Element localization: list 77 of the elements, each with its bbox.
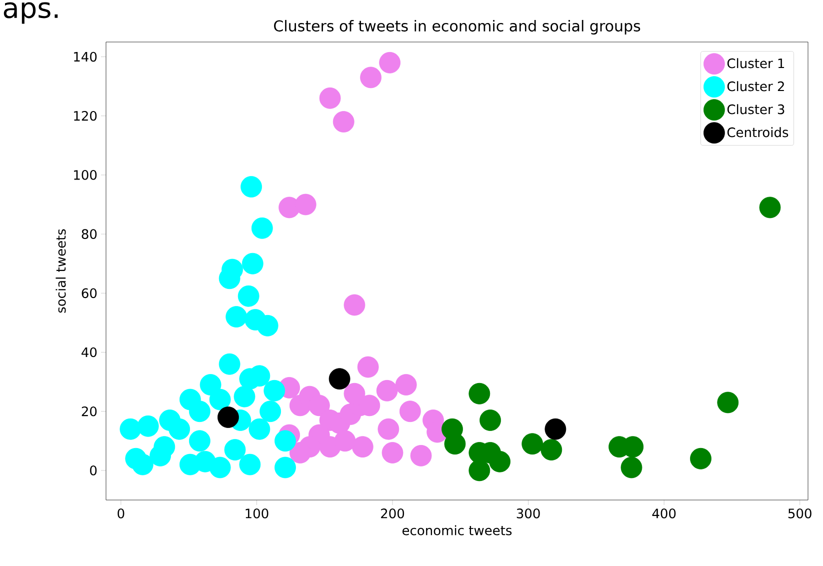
point [544,418,566,440]
point [620,456,642,478]
x-tick-label: 500 [788,508,812,518]
point [352,436,374,458]
point [334,430,356,452]
legend-label: Centroids [727,127,788,138]
point [224,439,246,460]
point [690,448,712,470]
y-axis-title: social tweets [56,229,66,313]
point [256,314,278,336]
point [218,406,239,428]
point [209,388,231,410]
y-tick-label: 100 [74,170,97,180]
point [540,439,562,460]
point [308,394,330,416]
x-axis-title: economic tweets [402,525,512,536]
point [251,217,273,239]
x-tick-label: 200 [381,508,404,518]
point [378,418,400,440]
point [344,382,366,404]
x-tick-label: 100 [246,508,268,518]
point [480,410,501,431]
point [294,194,316,216]
point [234,386,256,408]
point [319,87,341,109]
point [332,111,354,132]
point [242,252,264,274]
point [168,418,190,440]
point [468,382,490,404]
point [468,460,490,482]
point [120,418,142,440]
x-tick-label: 300 [516,508,540,518]
point [188,430,210,452]
point [188,400,210,422]
point [194,450,216,472]
y-tick-label: 140 [74,52,97,62]
chart-title: Clusters of tweets in economic and social groups [274,20,640,34]
point [376,380,398,402]
point [218,353,240,375]
legend-label: Cluster 2 [727,81,784,92]
point [344,294,366,316]
y-tick-label: 120 [74,110,97,121]
point [328,368,350,390]
point [522,433,544,455]
y-tick-label: 80 [82,229,97,239]
text: aps. [4,2,58,24]
point [260,400,281,422]
point [264,380,286,402]
legend-label: Cluster 3 [727,104,784,114]
point [274,456,296,478]
point [399,400,421,422]
point [238,285,260,307]
point [717,392,739,414]
point [239,454,261,476]
point [137,415,159,437]
y-tick-label: 60 [82,288,97,298]
point [226,306,248,328]
point [410,444,432,466]
point [200,374,222,396]
point [240,176,262,198]
y-tick-label: 20 [82,406,97,416]
point [444,433,466,455]
y-tick-label: 0 [90,466,97,476]
point [357,356,379,378]
point [395,374,417,396]
point [289,442,311,464]
y-tick-label: 40 [82,347,97,358]
point [382,442,404,464]
point [360,66,382,88]
legend-label: Cluster 1 [727,58,784,68]
point [274,430,296,452]
x-tick-label: 0 [118,508,124,518]
point [132,454,154,476]
point [759,196,781,218]
x-tick-label: 400 [652,508,676,518]
point [379,52,400,74]
point [248,418,270,440]
